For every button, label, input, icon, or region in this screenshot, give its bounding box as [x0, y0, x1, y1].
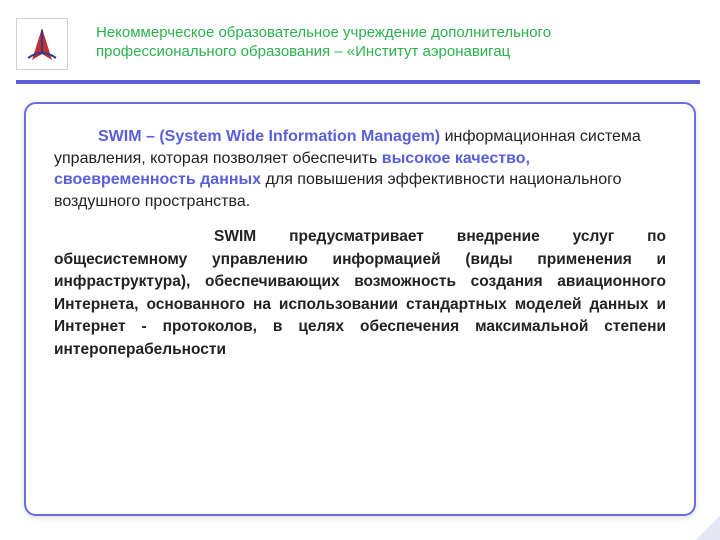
header-divider [16, 80, 700, 84]
compass-plane-icon [22, 24, 62, 64]
corner-fold-icon [696, 516, 720, 540]
institute-logo [16, 18, 68, 70]
paragraph-1: SWIM – (System Wide Information Managem)… [54, 126, 666, 212]
header-line-2: профессионального образования – «Институ… [96, 43, 696, 62]
content-card: SWIM – (System Wide Information Managem)… [24, 102, 696, 516]
header-line-1: Некоммерческое образовательное учреждени… [96, 24, 696, 43]
slide-header: Некоммерческое образовательное учреждени… [0, 0, 720, 88]
swim-acronym: SWIM – (System Wide Information Managem) [98, 128, 440, 145]
header-title: Некоммерческое образовательное учреждени… [96, 24, 696, 62]
paragraph-2: SWIM предусматривает внедрение услуг по … [54, 226, 666, 361]
slide: Некоммерческое образовательное учреждени… [0, 0, 720, 540]
